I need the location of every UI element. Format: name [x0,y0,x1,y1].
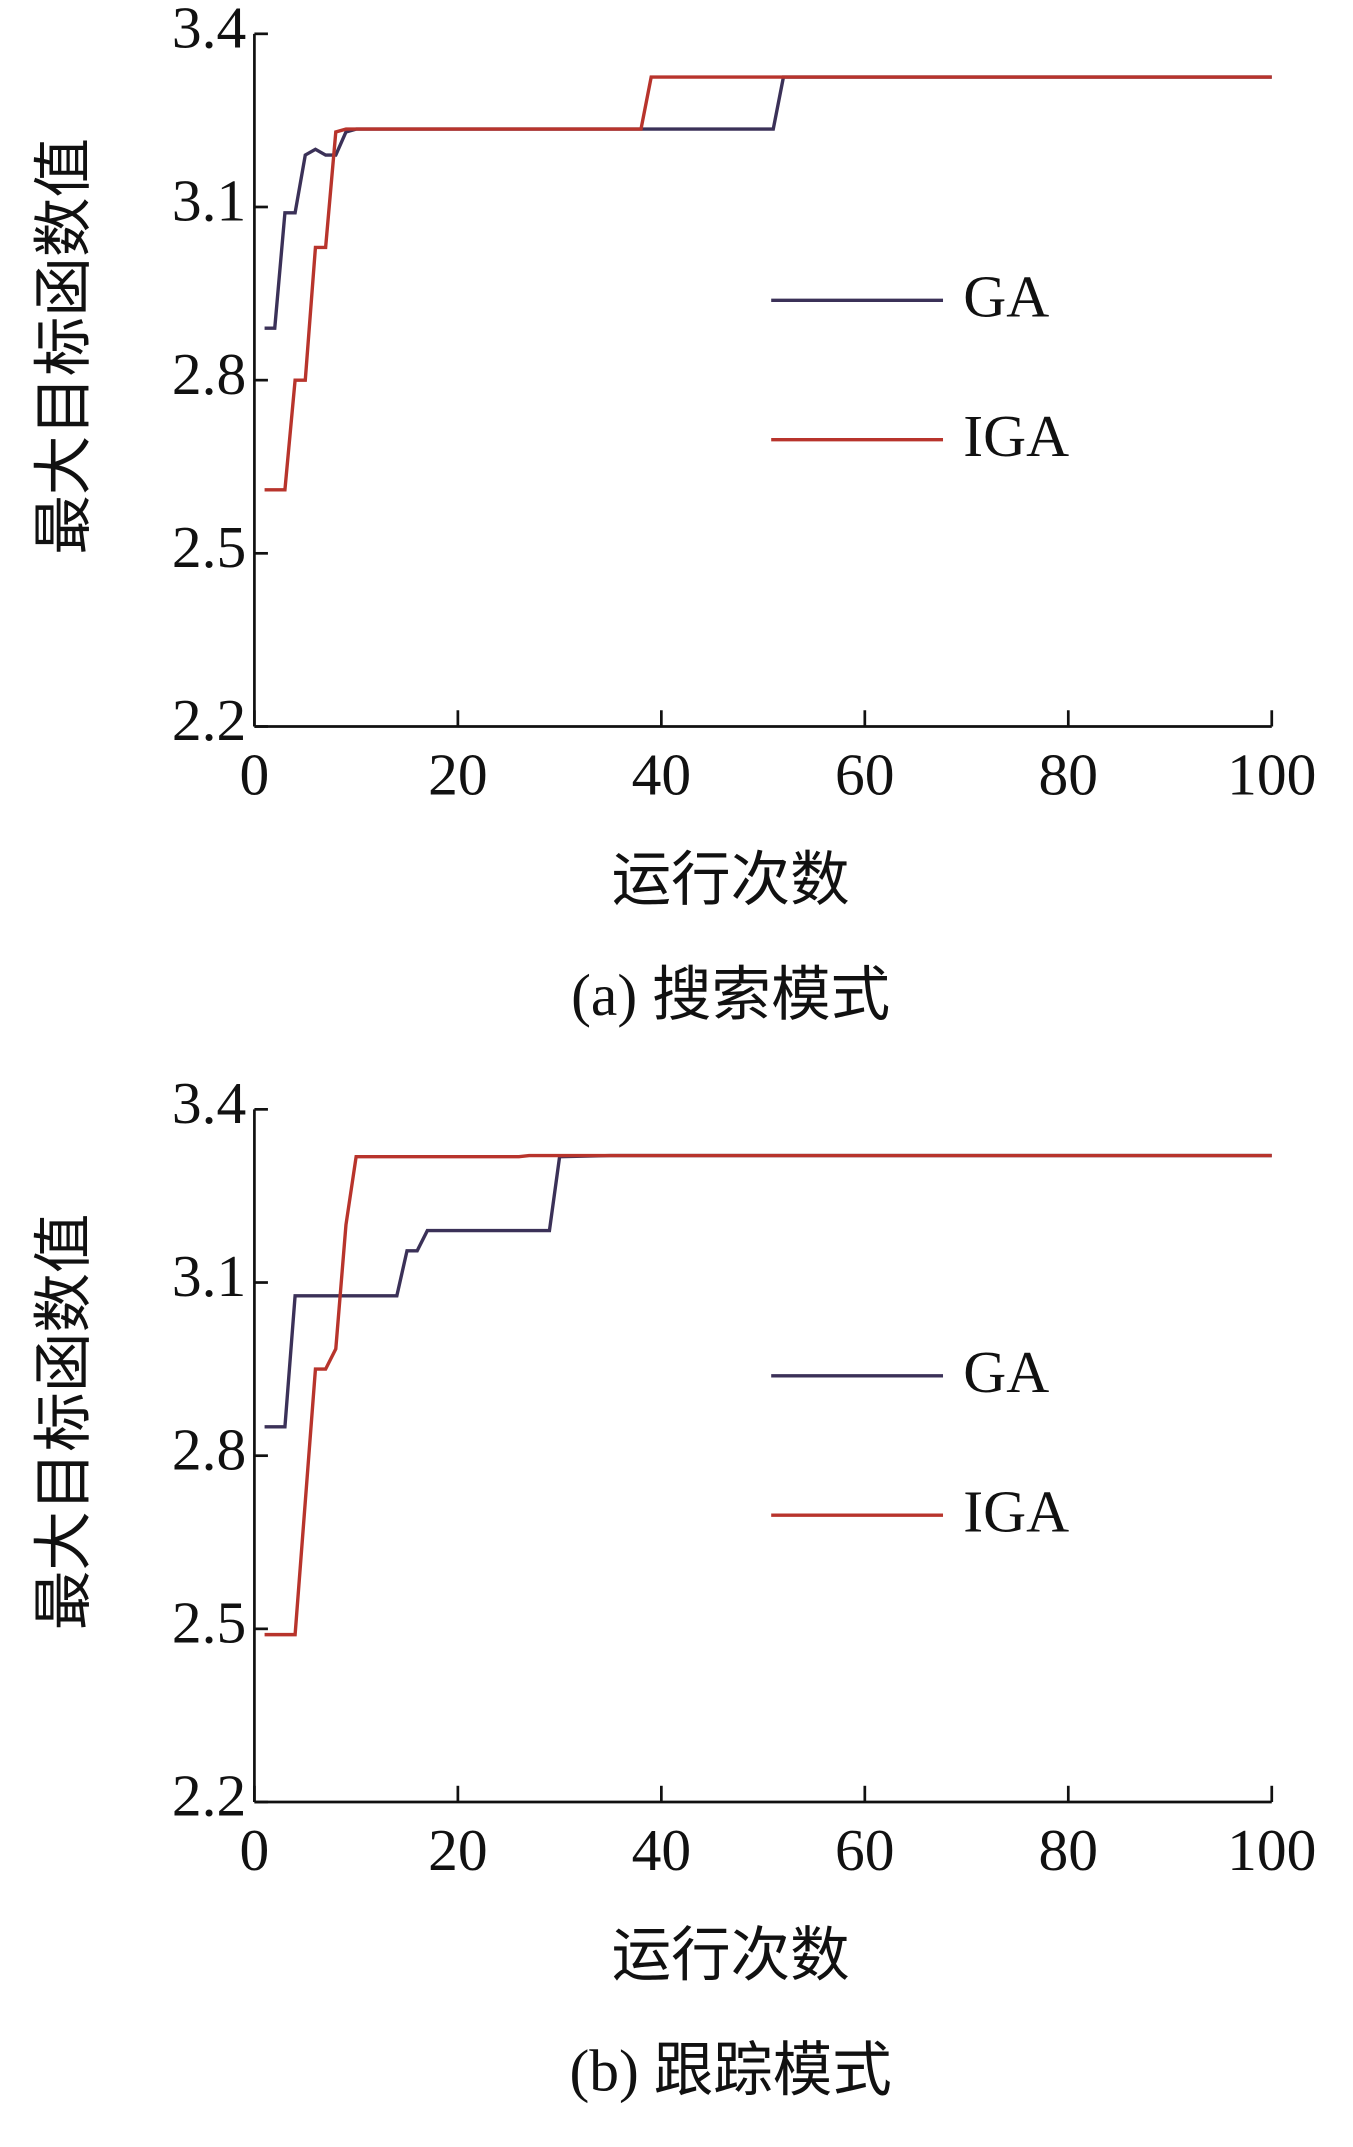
x-tick-label: 0 [240,741,270,807]
legend-label: GA [963,264,1049,330]
x-tick-label: 80 [1039,1817,1099,1883]
x-tick-label: 40 [632,1817,692,1883]
y-tick-label: 3.4 [172,0,246,60]
series-line [264,75,1272,330]
x-axis-label: 运行次数 [612,847,850,913]
y-tick-label: 2.2 [172,687,246,753]
series-line [264,1153,1272,1637]
x-tick-label: 20 [428,1817,488,1883]
legend-label: IGA [963,1479,1069,1545]
x-axis-label: 运行次数 [612,1922,850,1988]
legend-label: IGA [963,403,1069,469]
y-axis-label: 最大目标函数值 [31,1214,97,1631]
y-tick-label: 3.4 [172,1070,246,1136]
caption: (b) 跟踪模式 [569,2037,891,2103]
x-tick-label: 100 [1227,741,1316,807]
y-tick-label: 2.8 [172,1416,246,1482]
x-tick-label: 60 [835,1817,895,1883]
x-tick-label: 40 [632,741,692,807]
x-tick-label: 0 [240,1817,270,1883]
series-line [264,75,1272,492]
x-tick-label: 60 [835,741,895,807]
y-tick-label: 2.5 [172,1590,246,1656]
y-tick-label: 3.1 [172,1243,246,1309]
legend-label: GA [963,1339,1049,1405]
y-tick-label: 2.8 [172,341,246,407]
x-tick-label: 100 [1227,1817,1316,1883]
y-tick-label: 3.1 [172,168,246,234]
series-line [264,1153,1272,1429]
y-tick-label: 2.2 [172,1763,246,1829]
x-tick-label: 80 [1039,741,1099,807]
y-tick-label: 2.5 [172,514,246,580]
x-tick-label: 20 [428,741,488,807]
y-axis-label: 最大目标函数值 [31,138,97,555]
caption: (a) 搜索模式 [571,962,890,1028]
